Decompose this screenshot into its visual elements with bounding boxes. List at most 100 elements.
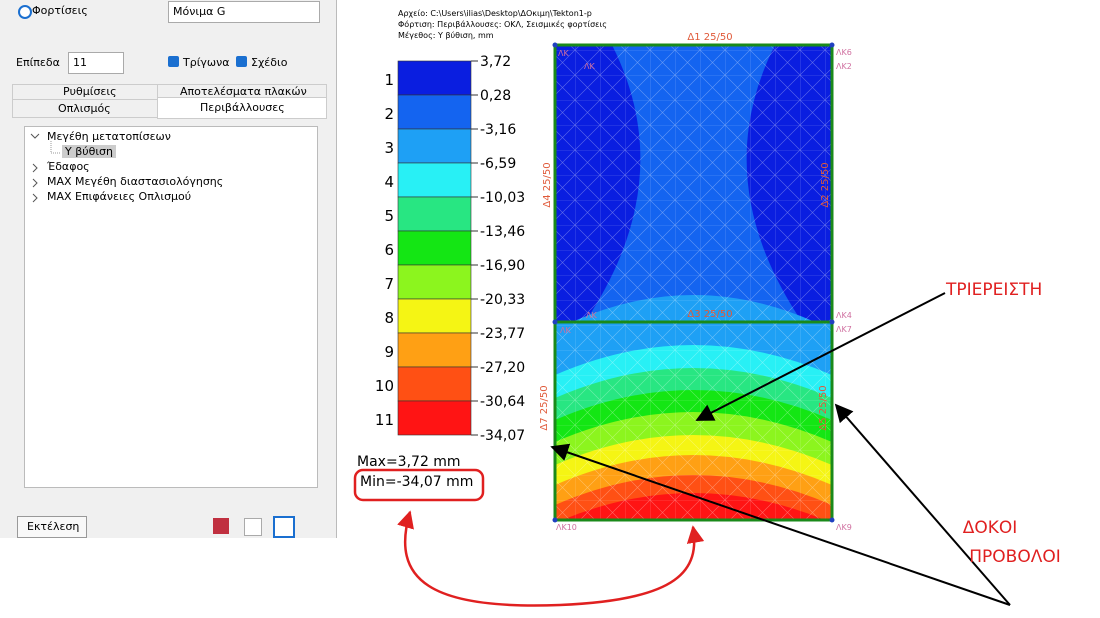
node-label: ΛΚ	[584, 62, 595, 71]
legend-level: 10	[375, 377, 394, 395]
node	[552, 517, 558, 523]
beam-label: Δ2 25/50	[820, 162, 831, 207]
legend-bound: -10,03	[480, 190, 525, 206]
legend-bound: -3,16	[480, 122, 516, 138]
node-label: ΛΚ	[560, 326, 571, 335]
legend-bound: -6,59	[480, 156, 516, 172]
legend-swatch	[397, 94, 472, 130]
icon-button[interactable]	[273, 516, 295, 538]
max-label: Max=3,72 mm	[357, 454, 461, 470]
legend-level: 3	[384, 139, 394, 157]
mesh	[555, 322, 832, 520]
tab[interactable]: Οπλισμός	[12, 99, 159, 118]
arrow	[834, 403, 1011, 606]
node-label: ΛΚ9	[836, 523, 852, 532]
legend-swatch	[397, 128, 472, 164]
tree-icons	[30, 133, 61, 203]
node	[552, 42, 558, 48]
beam-label: Δ1 25/50	[687, 32, 732, 43]
legend-swatch	[397, 60, 472, 96]
tab-label: Οπλισμός	[58, 102, 111, 115]
legend-bound: -20,33	[480, 292, 525, 308]
tree-item[interactable]: Μεγέθη μετατοπίσεων	[47, 130, 171, 143]
legend-swatch	[397, 162, 472, 198]
legend-level: 4	[384, 173, 394, 191]
node-label: ΛΚ4	[836, 311, 852, 320]
tree: Μεγέθη μετατοπίσεων Υ βύθιση Έδαφος MAX …	[24, 126, 318, 488]
legend-level: 2	[384, 105, 394, 123]
legend-swatch	[397, 332, 472, 368]
node-label: ΛΚ2	[836, 62, 852, 71]
run-button[interactable]: Εκτέλεση	[17, 516, 87, 538]
legend-bound: -23,77	[480, 326, 525, 342]
tree-item[interactable]: Έδαφος	[47, 160, 90, 173]
node-label: ΛΚ10	[556, 523, 577, 532]
legend-bound: -16,90	[480, 258, 525, 274]
legend-level: 8	[384, 309, 394, 327]
tree-item[interactable]: MAX Μεγέθη διαστασιολόγησης	[47, 175, 224, 188]
legend-bound: 0,28	[480, 88, 511, 104]
beam-label: Δ4 25/50	[542, 162, 553, 207]
checkbox[interactable]	[168, 56, 179, 67]
red-arrow	[397, 510, 705, 607]
legend-level: 7	[384, 275, 394, 293]
legend-level: 6	[384, 241, 394, 259]
node	[829, 517, 835, 523]
checkbox-label[interactable]: Τρίγωνα	[183, 56, 230, 69]
legend-level: 9	[384, 343, 394, 361]
legend-swatch	[397, 400, 472, 436]
node-label: ΛΚ	[558, 49, 569, 58]
min-label: Min=-34,07 mm	[360, 474, 473, 490]
legend-bound: -13,46	[480, 224, 525, 240]
checkbox[interactable]	[236, 56, 247, 67]
legend-swatch	[397, 230, 472, 266]
beam-label: Δ3 25/50	[687, 309, 732, 320]
select-text: 11	[73, 56, 87, 69]
info-line: Μέγεθος: Υ βύθιση, mm	[398, 30, 494, 40]
tree-item[interactable]: MAX Επιφάνειες Οπλισμού	[47, 190, 192, 203]
icon-button[interactable]	[213, 518, 229, 534]
levels-select[interactable]: 11	[68, 52, 124, 74]
arrow	[695, 292, 946, 421]
annotation: ΔΟΚΟΙ	[963, 518, 1018, 538]
arrow	[550, 443, 1011, 606]
tab-label: Ρυθμίσεις	[63, 85, 117, 98]
mesh	[555, 45, 832, 322]
legend-swatch	[397, 366, 472, 402]
tab-label: Αποτελέσματα πλακών	[180, 85, 307, 98]
top-slab	[555, 45, 832, 322]
legend-level: 11	[375, 411, 394, 429]
legend-swatch	[397, 196, 472, 232]
tab[interactable]: Ρυθμίσεις	[12, 84, 159, 100]
legend-bound: -34,07	[480, 428, 525, 444]
node	[552, 319, 558, 325]
radio-label[interactable]: Φορτίσεις	[32, 4, 88, 17]
beam-label: Δ5 25/50	[818, 385, 829, 430]
radio[interactable]	[18, 5, 32, 19]
beam-label: Δ7 25/50	[539, 385, 550, 430]
node-label: ΛΚ	[586, 311, 597, 320]
tab-label: Περιβάλλουσες	[200, 101, 285, 114]
tab-active[interactable]: Περιβάλλουσες	[157, 97, 327, 119]
annotation: ΤΡΙΕΡΕΙΣΤΗ	[945, 280, 1042, 300]
button-label: Εκτέλεση	[27, 520, 80, 533]
load-select[interactable]: Μόνιμα G	[168, 1, 320, 23]
highlight-box	[353, 468, 485, 502]
legend-bound: 3,72	[480, 54, 511, 70]
icon-button[interactable]	[244, 518, 262, 536]
info-line: Φόρτιση: Περιβάλλουσες: ΟΚΛ, Σεισμικές φ…	[398, 19, 607, 29]
node-label: ΛΚ6	[836, 48, 852, 57]
checkbox-label[interactable]: Σχέδιο	[251, 56, 288, 69]
legend-swatch	[397, 298, 472, 334]
legend-bound: -27,20	[480, 360, 525, 376]
tree-item-selected[interactable]: Υ βύθιση	[62, 145, 116, 158]
legend-level: 5	[384, 207, 394, 225]
node	[829, 42, 835, 48]
node	[829, 319, 835, 325]
legend: 1 2 3 4 5 6 7 8 9 10 11 3,72 0,28 -3,16 -6,59 -10,03 -13…	[375, 54, 525, 444]
select-text: Μόνιμα G	[173, 5, 226, 18]
node-label: ΛΚ7	[836, 325, 852, 334]
legend-level: 1	[384, 71, 394, 89]
